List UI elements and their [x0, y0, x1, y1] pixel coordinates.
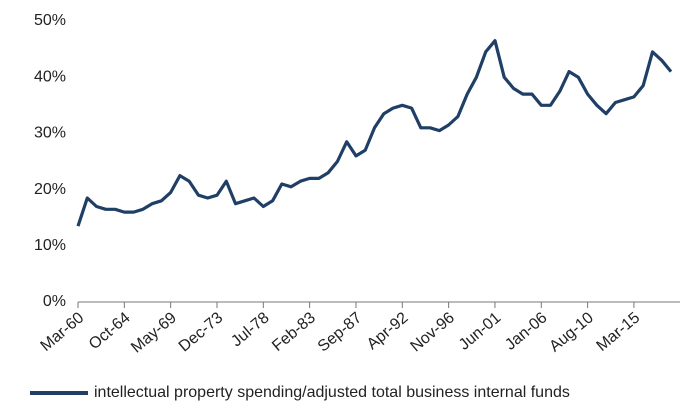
y-tick-label: 50%: [34, 12, 66, 29]
y-tick-label: 20%: [34, 181, 66, 198]
legend-label: intellectual property spending/adjusted …: [94, 384, 570, 401]
y-tick-label: 30%: [34, 125, 66, 142]
x-tick-label: Feb-83: [269, 309, 319, 355]
x-tick-label: May-69: [128, 309, 180, 356]
series-line: [76, 39, 673, 227]
x-tick-label: Jan-06: [502, 309, 550, 354]
y-tick-label: 40%: [34, 68, 66, 85]
x-tick-label: Oct-64: [86, 309, 134, 353]
x-tick-label: Jun-01: [456, 309, 504, 354]
x-tick-label: Mar-60: [38, 309, 88, 355]
x-tick-label: Jul-78: [228, 309, 272, 350]
x-tick-label: Mar-15: [593, 309, 643, 355]
y-tick-label: 10%: [34, 237, 66, 254]
y-tick-label: 0%: [43, 293, 66, 310]
x-tick-label: Apr-92: [364, 309, 412, 353]
x-tick-label: Sep-87: [315, 309, 366, 355]
x-tick-label: Nov-96: [407, 309, 458, 355]
x-tick-label: Dec-73: [176, 309, 227, 355]
x-tick-label: Aug-10: [546, 309, 597, 355]
